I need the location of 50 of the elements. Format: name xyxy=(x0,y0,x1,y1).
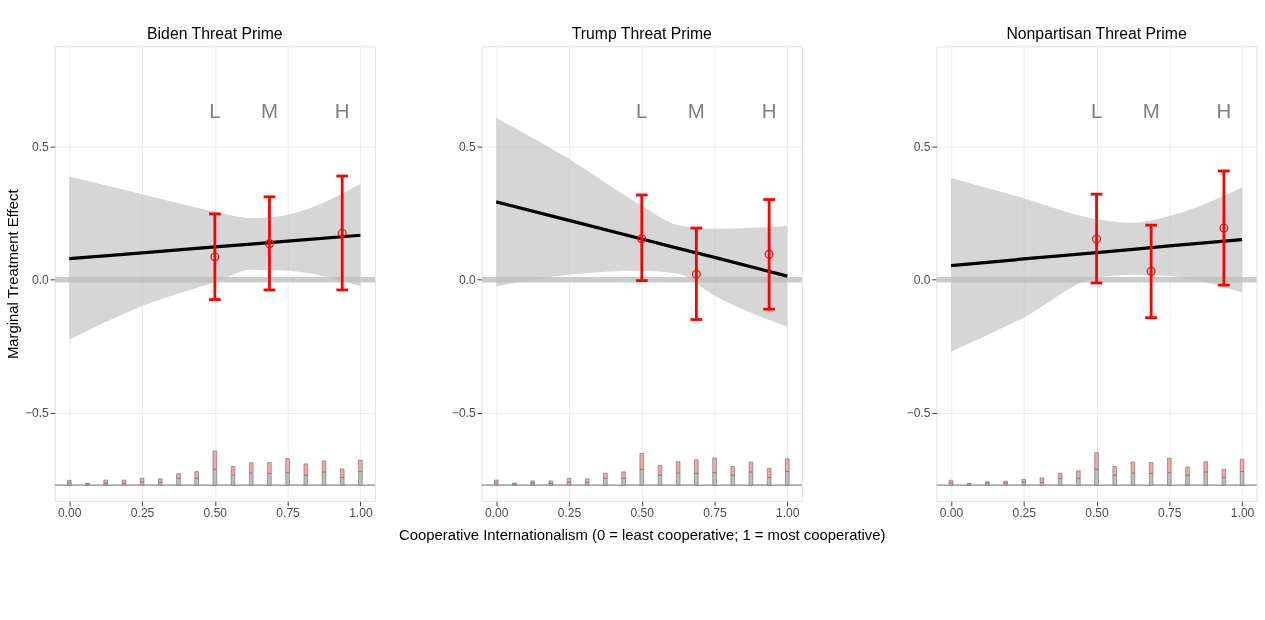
line-series xyxy=(949,237,1244,268)
x-tick-label: 0.50 xyxy=(203,506,228,521)
point xyxy=(637,234,647,244)
y-tick-label: 0.5 xyxy=(913,139,931,154)
x-tick-label: 0.00 xyxy=(939,506,964,521)
point xyxy=(1219,223,1229,233)
y-tick-label: 0.0 xyxy=(31,272,50,287)
annotation: L xyxy=(209,99,221,122)
y-axis-title: Marginal Treatment Effect xyxy=(5,188,22,360)
annotation: L xyxy=(1090,99,1103,122)
point xyxy=(764,249,774,259)
x-tick-label: 0.75 xyxy=(276,506,301,521)
x-tick-label: 0.25 xyxy=(557,506,582,521)
x-tick-label: 0.50 xyxy=(630,506,655,521)
point xyxy=(210,252,220,262)
chart-title: Trump Threat Prime xyxy=(571,24,713,42)
point xyxy=(1092,234,1102,244)
chart-title: Biden Threat Prime xyxy=(147,24,283,42)
point xyxy=(337,228,347,238)
y-tick-label: 0.0 xyxy=(458,272,476,287)
x-tick-label: 1.00 xyxy=(349,506,373,521)
annotation: M xyxy=(687,99,705,122)
y-tick-label: −0.5 xyxy=(24,406,50,421)
annotation: H xyxy=(761,99,777,122)
x-axis-title: Cooperative Internationalism (0 = least cooperative; 1 = most cooperative) xyxy=(399,526,886,543)
chart-title: Nonpartisan Threat Prime xyxy=(1006,24,1187,42)
y-tick-label: 0.5 xyxy=(31,139,50,154)
point xyxy=(264,239,274,249)
annotation: H xyxy=(334,99,350,122)
annotation: M xyxy=(260,99,278,122)
line-series xyxy=(67,233,363,261)
x-tick-label: 0.25 xyxy=(1012,506,1037,521)
x-tick-label: 1.00 xyxy=(1230,506,1255,521)
line-series xyxy=(494,200,789,278)
x-tick-label: 0.25 xyxy=(130,506,155,521)
y-tick-label: 0.0 xyxy=(913,272,931,287)
y-tick-label: −0.5 xyxy=(906,406,931,421)
x-tick-label: 1.00 xyxy=(776,506,800,521)
annotation: H xyxy=(1216,99,1232,122)
y-tick-label: 0.5 xyxy=(458,139,476,154)
x-tick-label: 0.00 xyxy=(58,506,82,521)
x-tick-label: 0.75 xyxy=(1158,506,1182,521)
x-tick-label: 0.75 xyxy=(703,506,728,521)
y-tick-label: −0.5 xyxy=(451,406,476,421)
point xyxy=(1146,266,1156,276)
annotation: M xyxy=(1142,99,1160,122)
x-tick-label: 0.00 xyxy=(484,506,509,521)
point xyxy=(691,269,701,279)
annotation: L xyxy=(636,99,648,122)
x-tick-label: 0.50 xyxy=(1085,506,1110,521)
